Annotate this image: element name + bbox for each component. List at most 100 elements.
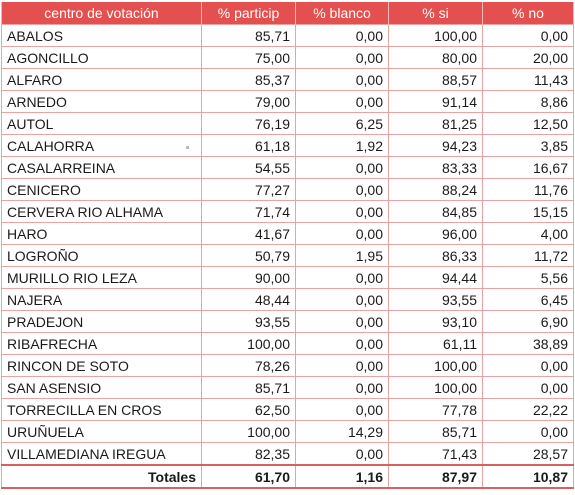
cell-centro: SAN ASENSIO — [1, 376, 202, 399]
cell-blanco: 0,00 — [295, 288, 389, 311]
table-row: RIBAFRECHA 100,00 0,00 61,11 38,89 — [1, 332, 574, 355]
cell-no: 3,85 — [482, 134, 574, 157]
table-row: CERVERA RIO ALHAMA 71,74 0,00 84,85 15,15 — [1, 200, 574, 223]
cell-no: 38,89 — [482, 332, 574, 355]
cell-blanco: 0,00 — [295, 24, 389, 47]
cell-particip: 76,19 — [201, 112, 296, 135]
totals-blanco: 1,16 — [295, 464, 389, 489]
table-row: NAJERA 48,44 0,00 93,55 6,45 — [1, 288, 574, 311]
cell-no: 11,76 — [482, 178, 574, 201]
cell-no: 6,90 — [482, 310, 574, 333]
table-row: MURILLO RIO LEZA 90,00 0,00 94,44 5,56 — [1, 266, 574, 289]
cell-no: 0,00 — [482, 354, 574, 377]
cell-particip: 93,55 — [201, 310, 296, 333]
cell-centro: LOGROÑO — [1, 244, 202, 267]
column-header-particip: % particip — [201, 2, 296, 25]
cell-blanco: 0,00 — [295, 266, 389, 289]
cell-si: 71,43 — [388, 442, 483, 466]
cell-si: 85,71 — [388, 420, 483, 443]
cell-no: 6,45 — [482, 288, 574, 311]
cell-centro: RIBAFRECHA — [1, 332, 202, 355]
cell-particip: 85,71 — [201, 376, 296, 399]
cell-si: 61,11 — [388, 332, 483, 355]
cell-no: 22,22 — [482, 398, 574, 421]
cell-particip: 100,00 — [201, 332, 296, 355]
cell-blanco: 0,00 — [295, 354, 389, 377]
cell-particip: 75,00 — [201, 46, 296, 69]
totals-label: Totales — [1, 464, 202, 489]
table-row: ARNEDO 79,00 0,00 91,14 8,86 — [1, 90, 574, 113]
cell-particip: 100,00 — [201, 420, 296, 443]
cell-si: 84,85 — [388, 200, 483, 223]
cell-particip: 50,79 — [201, 244, 296, 267]
cell-no: 16,67 — [482, 156, 574, 179]
cell-blanco: 0,00 — [295, 376, 389, 399]
column-header-centro: centro de votación — [1, 2, 202, 25]
cell-particip: 79,00 — [201, 90, 296, 113]
cell-si: 91,14 — [388, 90, 483, 113]
column-header-blanco: % blanco — [295, 2, 389, 25]
cell-centro: HARO — [1, 222, 202, 245]
cell-blanco: 1,92 — [295, 134, 389, 157]
cell-centro: NAJERA — [1, 288, 202, 311]
cell-si: 83,33 — [388, 156, 483, 179]
cell-si: 100,00 — [388, 376, 483, 399]
cell-particip: 90,00 — [201, 266, 296, 289]
cell-particip: 62,50 — [201, 398, 296, 421]
cell-si: 77,78 — [388, 398, 483, 421]
cell-particip: 78,26 — [201, 354, 296, 377]
table-row: VILLAMEDIANA IREGUA 82,35 0,00 71,43 28,57 — [1, 442, 574, 466]
cell-blanco: 0,00 — [295, 222, 389, 245]
table-row: ABALOS 85,71 0,00 100,00 0,00 — [1, 24, 574, 47]
cell-no: 0,00 — [482, 420, 574, 443]
header-row: centro de votación % particip % blanco %… — [1, 2, 574, 25]
cell-blanco: 0,00 — [295, 200, 389, 223]
cell-particip: 77,27 — [201, 178, 296, 201]
cell-centro: ARNEDO — [1, 90, 202, 113]
totals-row: Totales 61,70 1,16 87,97 10,87 — [1, 464, 574, 489]
cell-no: 0,00 — [482, 376, 574, 399]
cell-si: 93,10 — [388, 310, 483, 333]
table-row: URUÑUELA 100,00 14,29 85,71 0,00 — [1, 420, 574, 443]
column-header-si: % si — [388, 2, 483, 25]
cell-no: 12,50 — [482, 112, 574, 135]
cell-centro: TORRECILLA EN CROS — [1, 398, 202, 421]
cell-blanco: 0,00 — [295, 442, 389, 466]
cell-no: 20,00 — [482, 46, 574, 69]
table-row: CENICERO 77,27 0,00 88,24 11,76 — [1, 178, 574, 201]
cell-no: 0,00 — [482, 24, 574, 47]
cell-centro: RINCON DE SOTO — [1, 354, 202, 377]
cell-si: 100,00 — [388, 354, 483, 377]
cell-blanco: 0,00 — [295, 156, 389, 179]
table-header: centro de votación % particip % blanco %… — [1, 2, 574, 25]
cell-particip: 85,37 — [201, 68, 296, 91]
cell-si: 81,25 — [388, 112, 483, 135]
cell-particip: 71,74 — [201, 200, 296, 223]
cell-centro: AGONCILLO — [1, 46, 202, 69]
table-row: SAN ASENSIO 85,71 0,00 100,00 0,00 — [1, 376, 574, 399]
cell-particip: 48,44 — [201, 288, 296, 311]
cell-blanco: 1,95 — [295, 244, 389, 267]
cell-blanco: 0,00 — [295, 310, 389, 333]
table-row: LOGROÑO 50,79 1,95 86,33 11,72 — [1, 244, 574, 267]
cell-particip: 54,55 — [201, 156, 296, 179]
totals-particip: 61,70 — [201, 464, 296, 489]
table-row: CALAHORRA 61,18 1,92 94,23 3,85 — [1, 134, 574, 157]
table-row: RINCON DE SOTO 78,26 0,00 100,00 0,00 — [1, 354, 574, 377]
cell-si: 86,33 — [388, 244, 483, 267]
cell-si: 88,57 — [388, 68, 483, 91]
cell-si: 80,00 — [388, 46, 483, 69]
table-row: ALFARO 85,37 0,00 88,57 11,43 — [1, 68, 574, 91]
column-header-no: % no — [482, 2, 574, 25]
cell-particip: 85,71 — [201, 24, 296, 47]
table-row: AGONCILLO 75,00 0,00 80,00 20,00 — [1, 46, 574, 69]
cell-centro: PRADEJON — [1, 310, 202, 333]
table-row: TORRECILLA EN CROS 62,50 0,00 77,78 22,22 — [1, 398, 574, 421]
totals-si: 87,97 — [388, 464, 483, 489]
table-row: PRADEJON 93,55 0,00 93,10 6,90 — [1, 310, 574, 333]
cell-particip: 82,35 — [201, 442, 296, 466]
totals-no: 10,87 — [482, 464, 574, 489]
cell-particip: 61,18 — [201, 134, 296, 157]
cell-si: 88,24 — [388, 178, 483, 201]
